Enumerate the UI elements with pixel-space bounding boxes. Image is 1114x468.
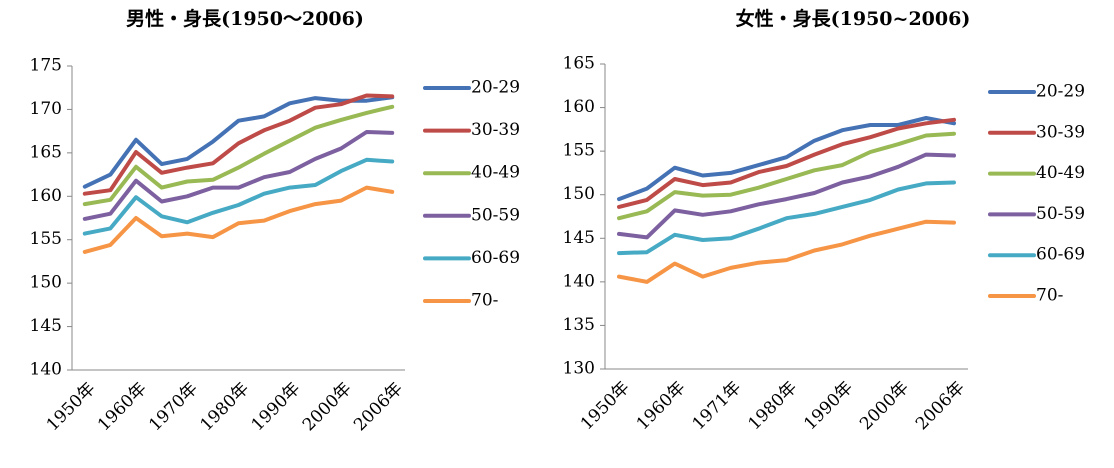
x-tick-label: 2006年 — [912, 378, 969, 435]
legend-label: 40-49 — [1036, 163, 1085, 183]
series-line — [82, 130, 395, 221]
y-tick-label: 145 — [563, 228, 595, 248]
legend-label: 50-59 — [1036, 204, 1085, 224]
legend-label: 30-39 — [1036, 122, 1085, 142]
series-line — [617, 180, 956, 256]
y-tick-label: 165 — [30, 142, 62, 162]
series-line — [82, 93, 395, 196]
x-tick-label: 1950年 — [577, 378, 634, 435]
x-tick-label: 1990年 — [248, 379, 305, 436]
series-line — [82, 95, 395, 189]
legend-label: 60-69 — [471, 248, 520, 268]
series-line — [82, 104, 395, 207]
x-tick-label: 1971年 — [689, 378, 746, 435]
y-tick-label: 165 — [563, 54, 595, 74]
y-tick-label: 160 — [30, 186, 62, 206]
x-tick-label: 2006年 — [350, 379, 407, 436]
y-tick-label: 130 — [563, 359, 595, 379]
chart-title: 男性・身長(1950～2006) — [126, 7, 364, 30]
series-line — [617, 152, 956, 240]
legend-label: 30-39 — [471, 120, 520, 140]
y-tick-label: 150 — [30, 273, 62, 293]
y-tick-label: 140 — [30, 360, 62, 380]
chart-title: 女性・身長(1950~2006) — [736, 7, 971, 30]
legend-label: 40-49 — [471, 163, 520, 183]
legend-label: 20-29 — [471, 78, 520, 98]
x-tick-label: 1980年 — [744, 378, 801, 435]
series-line — [617, 117, 956, 209]
y-tick-label: 155 — [30, 229, 62, 249]
x-tick-label: 1980年 — [196, 379, 253, 436]
x-tick-label: 1990年 — [800, 378, 857, 435]
series-line — [82, 157, 395, 236]
y-tick-label: 135 — [563, 315, 595, 335]
y-tick-label: 160 — [563, 97, 595, 117]
series-line — [82, 185, 395, 254]
legend-label: 70- — [1036, 286, 1063, 306]
x-tick-label: 1970年 — [145, 379, 202, 436]
y-tick-label: 175 — [30, 56, 62, 76]
y-tick-label: 150 — [563, 184, 595, 204]
y-tick-label: 140 — [563, 271, 595, 291]
y-tick-label: 145 — [30, 316, 62, 336]
series-line — [617, 116, 956, 202]
legend-label: 50-59 — [471, 205, 520, 225]
x-tick-label: 1960年 — [633, 378, 690, 435]
y-tick-label: 170 — [30, 99, 62, 119]
x-tick-label: 2000年 — [299, 379, 356, 436]
series-line — [617, 219, 956, 284]
x-tick-label: 1960年 — [94, 379, 151, 436]
x-tick-label: 2000年 — [856, 378, 913, 435]
series-line — [617, 131, 956, 221]
legend-label: 70- — [471, 291, 498, 311]
y-tick-label: 155 — [563, 141, 595, 161]
legend-label: 60-69 — [1036, 245, 1085, 265]
x-tick-label: 1950年 — [43, 379, 100, 436]
legend-label: 20-29 — [1036, 82, 1085, 102]
